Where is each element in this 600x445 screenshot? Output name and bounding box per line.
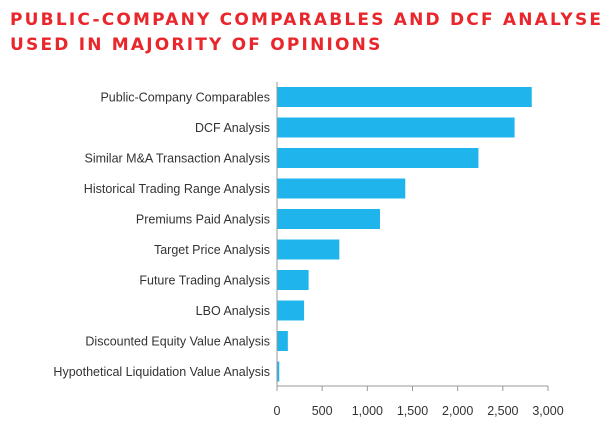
chart-title-line-2: USED IN MAJORITY OF OPINIONS [10,35,383,55]
x-tick-label-0: 0 [274,404,281,418]
category-labels: Public-Company Comparables DCF Analysis Si… [53,91,270,380]
x-tick-label-1: 500 [312,404,333,418]
bar-0 [277,87,532,107]
category-label-0: Public-Company Comparables [100,91,270,105]
category-label-3: Historical Trading Range Analysis [84,182,270,196]
bar-8 [277,331,288,351]
category-label-5: Target Price Analysis [154,243,270,257]
bar-7 [277,300,305,321]
category-label-2: Similar M&A Transaction Analysis [85,152,271,166]
category-label-4: Premiums Paid Analysis [136,213,270,227]
category-label-6: Future Trading Analysis [139,274,270,288]
category-label-7: LBO Analysis [196,304,270,318]
x-tick-label-3: 1,500 [397,404,428,418]
x-tick-label-5: 2,500 [487,404,518,418]
bar-9 [277,361,280,382]
category-label-8: Discounted Equity Value Analysis [85,335,270,349]
category-label-9: Hypothetical Liquidation Value Analysis [53,365,270,379]
category-label-1: DCF Analysis [195,121,270,135]
bar-5 [277,239,340,260]
bar-3 [277,178,406,199]
x-tick-label-6: 3,000 [532,404,563,418]
bar-1 [277,117,515,138]
x-tick-label-2: 1,000 [352,404,383,418]
bars-group [277,87,532,382]
x-tick-label-4: 2,000 [442,404,473,418]
bar-4 [277,209,380,229]
chart-title: PUBLIC-COMPANY COMPARABLES AND DCF ANALY… [10,8,600,58]
chart-title-line-1: PUBLIC-COMPANY COMPARABLES AND DCF ANALY… [10,10,600,30]
bar-6 [277,270,309,290]
bar-2 [277,148,479,168]
x-axis-ticks: 0 500 1,000 1,500 2,000 2,500 3,000 [274,386,564,418]
